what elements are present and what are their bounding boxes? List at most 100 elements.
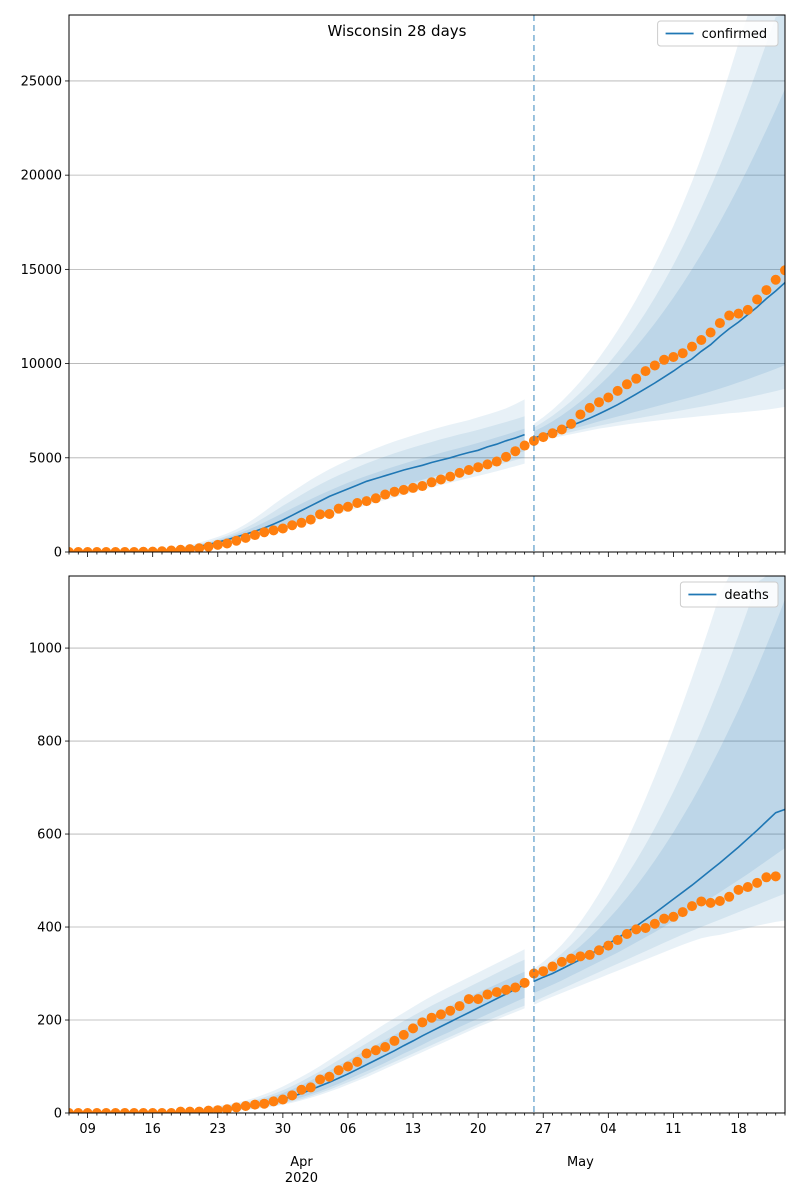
observed-point [705, 327, 716, 338]
observed-point [222, 1104, 233, 1113]
x-year-label: 2020 [285, 1171, 318, 1186]
x-axis-labels: 09 16 23 30 06 13 20 27 04 11 18 Apr May 2020 [79, 1122, 746, 1186]
observed-point [473, 994, 484, 1005]
observed-point [259, 527, 270, 538]
observed-point [640, 922, 651, 933]
observed-point [305, 1082, 316, 1093]
observed-point [166, 545, 177, 552]
observed-point [724, 310, 735, 321]
axes-frame [68, 575, 786, 1114]
observed-point [603, 392, 614, 403]
y-tick-label: 400 [37, 921, 62, 936]
observed-point [240, 532, 251, 543]
observed-point [491, 987, 502, 998]
y-tick-label: 25000 [21, 74, 62, 89]
observed-point [408, 482, 419, 493]
observed-point [519, 440, 530, 451]
observed-point [333, 1065, 344, 1076]
observed-point [621, 379, 632, 390]
observed-point [259, 1098, 270, 1109]
observed-point [69, 547, 74, 552]
observed-point [733, 308, 744, 319]
observed-point [714, 895, 725, 906]
observed-point [277, 523, 288, 534]
observed-point [435, 474, 446, 485]
legend-box [679, 581, 779, 608]
y-tick-label: 800 [37, 735, 62, 750]
observed-point [761, 872, 772, 883]
observed-point [538, 966, 549, 977]
observed-point [324, 1071, 335, 1082]
observed-point [287, 1090, 298, 1101]
observed-point [119, 547, 130, 552]
uncertainty-band-middle [69, 416, 525, 552]
observed-point [352, 498, 363, 509]
observed-point [315, 509, 326, 520]
observed-point [752, 294, 763, 305]
observed-point [315, 1074, 326, 1085]
observed-point [138, 1108, 149, 1113]
observed-point [156, 1108, 167, 1113]
observed-point [631, 373, 642, 384]
x-month-label: May [567, 1155, 594, 1170]
observed-point [649, 918, 660, 929]
observed-point [454, 1001, 465, 1012]
uncertainty-band-outer [69, 399, 525, 552]
observed-point [231, 535, 242, 546]
observed-point [249, 1099, 260, 1110]
observed-point [129, 547, 140, 552]
observed-point [398, 484, 409, 495]
observed-point [445, 471, 456, 482]
observed-point [519, 977, 530, 988]
y-tick-label: 5000 [29, 451, 62, 466]
observed-point [361, 496, 372, 507]
chart-title: Wisconsin 28 days [328, 22, 467, 40]
observed-point [491, 456, 502, 467]
uncertainty-band-middle [533, 576, 785, 1002]
uncertainty-band-outer [69, 949, 525, 1113]
x-tick-label: 18 [730, 1122, 747, 1137]
observed-point [194, 1106, 205, 1113]
observed-point [538, 432, 549, 443]
observed-point [101, 547, 112, 552]
observed-point [222, 538, 233, 549]
plot-area [69, 576, 785, 1113]
observed-point [110, 1108, 121, 1113]
observed-point [463, 994, 474, 1005]
observed-point [184, 1106, 195, 1113]
observed-point [770, 871, 781, 882]
observed-point [82, 547, 93, 552]
y-tick-label: 15000 [21, 263, 62, 278]
observed-point [138, 546, 149, 552]
observed-point [426, 1012, 437, 1023]
observed-point [566, 953, 577, 964]
observed-point [724, 891, 735, 902]
observed-point [426, 477, 437, 488]
observed-point [445, 1005, 456, 1016]
observed-point [705, 897, 716, 908]
y-tick-label: 600 [37, 828, 62, 843]
observed-point [621, 929, 632, 939]
deaths-panel: 0 200 400 600 800 1000 deaths [29, 575, 786, 1122]
observed-point [389, 486, 400, 497]
observed-point [119, 1108, 130, 1113]
observed-point [640, 366, 651, 377]
y-tick-label: 0 [54, 1107, 62, 1122]
observed-point [566, 418, 577, 429]
observed-point [268, 1096, 279, 1107]
uncertainty-band-inner [533, 599, 785, 993]
observed-point [556, 424, 567, 435]
observed-point [212, 539, 223, 550]
observed-point [417, 1017, 428, 1028]
legend-box [657, 20, 779, 47]
observed-point [761, 285, 772, 296]
observed-point [91, 1108, 102, 1113]
observed-point [594, 397, 605, 408]
x-tick-label: 11 [665, 1122, 682, 1137]
x-tick-label: 13 [405, 1122, 422, 1137]
observed-point [612, 935, 623, 946]
observed-point [296, 517, 307, 528]
observed-point [398, 1029, 409, 1040]
